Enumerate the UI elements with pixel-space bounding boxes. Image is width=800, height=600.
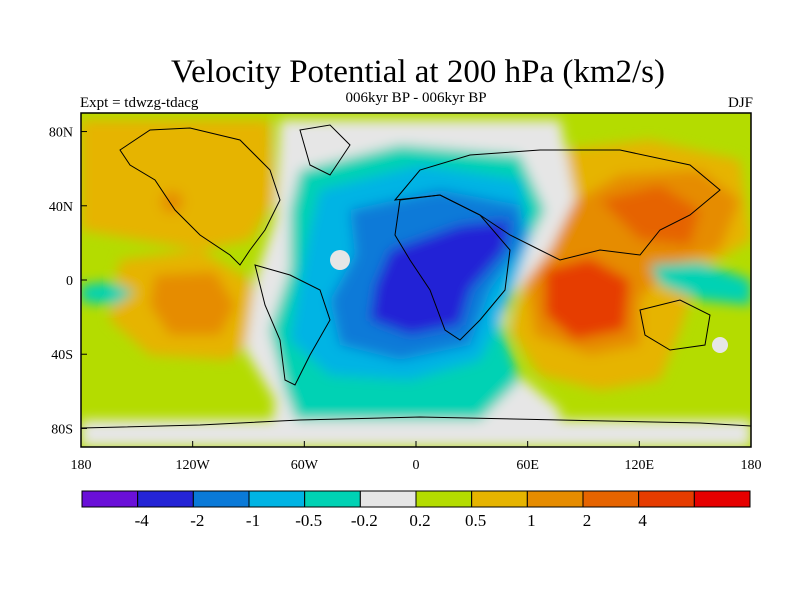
region-neutral-caribbean-spot — [330, 250, 350, 270]
colorbar-label: 1 — [527, 511, 536, 530]
coast-australia — [639, 299, 711, 351]
lon-tick-label: 180 — [71, 458, 92, 473]
colorbar-swatch — [248, 490, 306, 508]
region-neutral-antarctica — [81, 420, 751, 447]
colorbar-swatch — [192, 490, 250, 508]
experiment-label: Expt = tdwzg-tdacg — [80, 95, 199, 111]
coast-greenland — [299, 124, 351, 176]
colorbar-swatch — [582, 490, 640, 508]
region-positive-north-pacific — [81, 120, 275, 250]
velocity-potential-field — [81, 113, 751, 447]
colorbar: -4 -2 -1 -0.5 -0.2 0.2 0.5 1 2 4 — [81, 490, 751, 530]
colorbar-swatch — [137, 490, 194, 508]
region-neutral-tasman-spot — [712, 337, 728, 353]
period-label: 006kyr BP - 006kyr BP — [345, 90, 486, 106]
lat-tick-label: 40S — [51, 348, 73, 363]
colorbar-swatch — [471, 490, 528, 508]
colorbar-swatch — [693, 490, 751, 508]
lat-tick-label: 0 — [66, 274, 73, 289]
lon-tick-label: 180 — [741, 458, 762, 473]
colorbar-swatch — [526, 490, 584, 508]
region-negative-pacific-tongue — [650, 262, 751, 305]
coast-antarctica — [81, 416, 751, 429]
lon-tick-label: 60E — [516, 458, 539, 473]
lon-tick-label: 0 — [413, 458, 420, 473]
colorbar-swatch — [304, 490, 361, 508]
colorbar-label: -2 — [190, 511, 204, 530]
region-positive-south-pacific-core — [150, 272, 235, 335]
figure-title: Velocity Potential at 200 hPa (km2/s) — [171, 54, 665, 90]
colorbar-swatch — [415, 490, 473, 508]
colorbar-label: 0.5 — [465, 511, 486, 530]
coast-eurasia — [393, 149, 721, 261]
lat-tick-label: 40N — [49, 200, 73, 215]
coast-south-america — [254, 264, 331, 386]
colorbar-swatch — [81, 490, 139, 508]
colorbar-label: -1 — [246, 511, 260, 530]
longitude-ticks: 180 120W 60W 0 60E 120E 180 — [71, 441, 762, 473]
region-positive-indian-ocean-strong — [545, 258, 630, 340]
region-negative-east-pacific — [81, 282, 135, 305]
colorbar-label: 0.2 — [409, 511, 430, 530]
coastlines — [81, 124, 751, 429]
coast-north-america — [119, 127, 281, 266]
colorbar-label: -0.5 — [295, 511, 322, 530]
season-label: DJF — [728, 95, 753, 111]
colorbar-label: 2 — [583, 511, 592, 530]
lon-tick-label: 120E — [625, 458, 655, 473]
colorbar-swatch — [359, 490, 417, 508]
lat-tick-label: 80S — [51, 422, 73, 437]
colorbar-label: 4 — [638, 511, 647, 530]
colorbar-label: -0.2 — [351, 511, 378, 530]
colorbar-label: -4 — [135, 511, 150, 530]
region-negative-core — [370, 220, 510, 335]
latitude-ticks: 80N 40N 0 40S 80S — [49, 126, 87, 437]
lon-tick-label: 60W — [291, 458, 319, 473]
lat-tick-label: 80N — [49, 126, 73, 141]
lon-tick-label: 120W — [176, 458, 211, 473]
region-positive-west-pacific-strong — [600, 185, 700, 245]
colorbar-swatch — [638, 490, 695, 508]
